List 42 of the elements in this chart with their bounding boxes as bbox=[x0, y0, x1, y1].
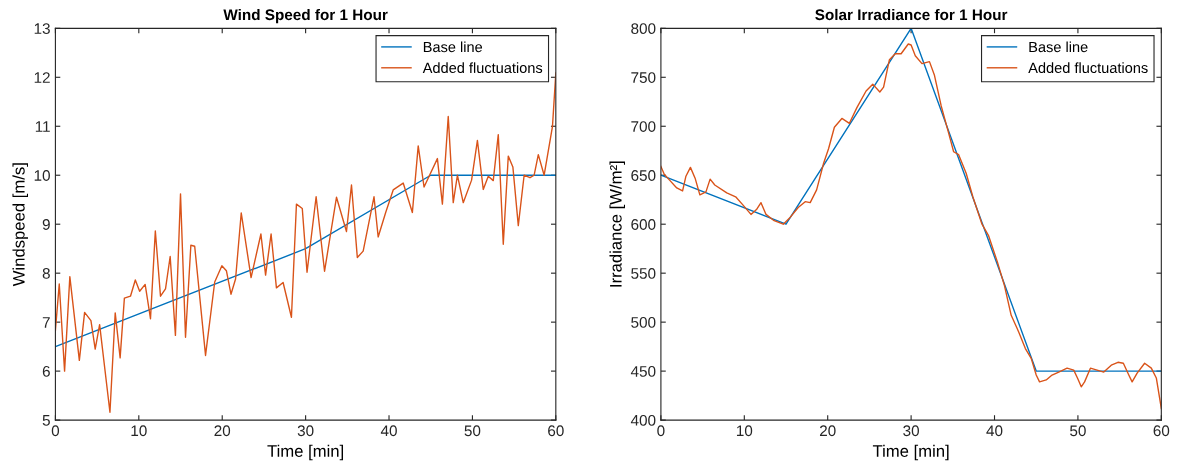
x-tick-label: 30 bbox=[903, 425, 920, 437]
y-tick-label: 650 bbox=[631, 170, 656, 181]
y-tick-label: 12 bbox=[34, 72, 50, 83]
x-tick-label: 0 bbox=[51, 425, 60, 437]
y-tick-label: 750 bbox=[631, 72, 656, 83]
y-tick-label: 500 bbox=[631, 317, 656, 328]
y-tick-label: 7 bbox=[42, 317, 50, 328]
y-tick-label: 8 bbox=[42, 268, 50, 279]
x-tick-label: 20 bbox=[819, 425, 836, 437]
y-axis-title: Irradiance [W/m²] bbox=[609, 161, 625, 287]
x-tick-label: 30 bbox=[297, 425, 314, 437]
y-tick-label: 5 bbox=[42, 415, 50, 426]
y-tick-label: 700 bbox=[631, 121, 656, 132]
x-tick-label: 10 bbox=[131, 425, 147, 437]
legend-label: Base line bbox=[423, 41, 483, 53]
y-axis-title: Windspeed [m/s] bbox=[12, 163, 28, 287]
y-tick-label: 400 bbox=[630, 414, 656, 426]
x-axis-title: Time [min] bbox=[872, 444, 949, 461]
x-tick-label: 60 bbox=[548, 425, 564, 437]
y-tick-label: 600 bbox=[631, 219, 656, 230]
y-tick-label: 800 bbox=[631, 23, 656, 35]
x-tick-label: 50 bbox=[464, 425, 481, 437]
chart-title: Solar Irradiance for 1 Hour bbox=[815, 8, 1008, 21]
x-tick-label: 20 bbox=[214, 425, 231, 437]
legend-label: Added fluctuations bbox=[422, 62, 543, 74]
chart-title: Wind Speed for 1 Hour bbox=[223, 8, 388, 24]
y-tick-label: 11 bbox=[35, 121, 50, 132]
y-tick-label: 550 bbox=[631, 268, 656, 279]
x-tick-label: 40 bbox=[986, 425, 1003, 437]
x-tick-label: 0 bbox=[657, 425, 665, 437]
y-tick-label: 13 bbox=[34, 23, 50, 35]
legend-label: Base line bbox=[1029, 41, 1088, 53]
x-axis-title: Time [min] bbox=[267, 444, 344, 461]
x-tick-label: 60 bbox=[1153, 425, 1170, 437]
y-tick-label: 450 bbox=[630, 365, 656, 377]
y-tick-label: 10 bbox=[34, 170, 50, 181]
x-tick-label: 50 bbox=[1070, 425, 1086, 437]
y-tick-label: 6 bbox=[42, 365, 50, 377]
legend-label: Added fluctuations bbox=[1028, 62, 1148, 74]
x-tick-label: 10 bbox=[736, 425, 753, 437]
y-tick-label: 9 bbox=[42, 219, 50, 230]
x-tick-label: 40 bbox=[380, 425, 397, 437]
